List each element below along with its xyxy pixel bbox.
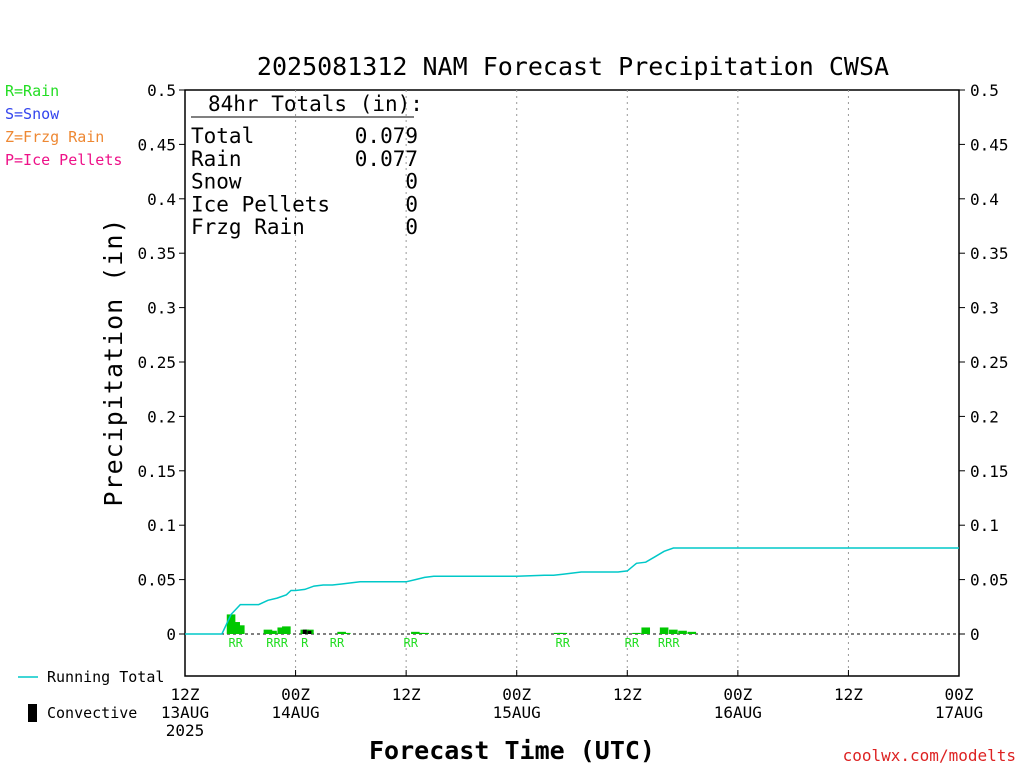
precip-bar xyxy=(659,627,669,634)
ptype-legend: R=Rain S=Snow Z=Frzg Rain P=Ice Pellets xyxy=(5,82,122,169)
y-tick-label: 0.25 xyxy=(137,353,176,372)
y-tick-label-right: 0.15 xyxy=(970,462,1009,481)
totals-value: 0 xyxy=(405,170,418,194)
precip-bar xyxy=(669,629,678,634)
totals-label: Total xyxy=(191,124,254,148)
y-tick-label: 0.5 xyxy=(147,81,176,100)
y-tick-label-right: 0 xyxy=(970,625,980,644)
y-axis-label: Precipitation (in) xyxy=(99,218,128,507)
precip-bar xyxy=(678,630,687,634)
totals-value: 0.079 xyxy=(355,124,418,148)
precip-bar xyxy=(337,631,346,634)
precip-bar xyxy=(235,625,245,634)
precip-bar xyxy=(687,631,697,634)
y-axis-left: 0 0.05 0.1 0.15 0.2 0.25 0.3 0.35 0.4 0.45 0.5 xyxy=(137,81,185,644)
convective-bar xyxy=(307,630,312,634)
precip-bar xyxy=(632,632,641,634)
precip-bars xyxy=(226,614,697,634)
ptype-legend-item: R=Rain xyxy=(5,82,59,100)
y-tick-label-right: 0.25 xyxy=(970,353,1009,372)
ptype-label: RR xyxy=(556,636,571,650)
y-tick-label-right: 0.4 xyxy=(970,190,999,209)
precip-bar xyxy=(263,629,273,634)
y-tick-label-right: 0.3 xyxy=(970,299,999,318)
totals-value: 0 xyxy=(405,192,418,216)
precip-bar xyxy=(268,630,277,634)
y-tick-label-right: 0.35 xyxy=(970,244,1009,263)
convective-legend-label: Convective xyxy=(47,704,137,722)
precip-bar xyxy=(415,632,425,634)
credit-link[interactable]: coolwx.com/modelts xyxy=(843,746,1016,765)
totals-value: 0 xyxy=(405,215,418,239)
precip-bar xyxy=(641,627,651,634)
ptype-label: RR xyxy=(404,636,419,650)
running-total-legend-label: Running Total xyxy=(47,668,164,686)
y-tick-label-right: 0.45 xyxy=(970,135,1009,154)
totals-value: 0.077 xyxy=(355,147,418,171)
totals-heading: 84hr Totals (in): xyxy=(208,92,423,116)
x-tick-label: 12Z xyxy=(392,685,421,704)
precip-bar xyxy=(282,626,291,634)
y-tick-label: 0.3 xyxy=(147,299,176,318)
ptype-legend-item: Z=Frzg Rain xyxy=(5,128,104,146)
x-axis-label: Forecast Time (UTC) xyxy=(369,736,655,765)
y-tick-label: 0.1 xyxy=(147,516,176,535)
y-tick-label: 0.4 xyxy=(147,190,176,209)
ptype-label: RR xyxy=(228,636,243,650)
ptype-label: R xyxy=(301,636,309,650)
running-total-line xyxy=(185,547,959,635)
precip-bar xyxy=(277,627,287,634)
totals-label: Frzg Rain xyxy=(191,215,305,239)
x-tick-label: 00Z 16AUG xyxy=(714,685,762,722)
precip-bar xyxy=(553,632,563,634)
ptype-legend-item: S=Snow xyxy=(5,105,60,123)
ptype-legend-item: P=Ice Pellets xyxy=(5,151,122,169)
totals-label: Ice Pellets xyxy=(191,192,330,216)
series-legend: Running Total Convective xyxy=(18,668,164,722)
y-tick-label: 0 xyxy=(166,625,176,644)
convective-swatch xyxy=(28,704,37,722)
chart-title: 2025081312 NAM Forecast Precipitation CW… xyxy=(257,52,889,81)
y-tick-label-right: 0.2 xyxy=(970,407,999,426)
convective-bar xyxy=(302,629,307,634)
vertical-gridlines xyxy=(295,90,849,676)
y-axis-right: 0 0.05 0.1 0.15 0.2 0.25 0.3 0.35 0.4 0.45 0.5 xyxy=(959,81,1009,644)
ptype-label: RRR xyxy=(266,636,288,650)
x-tick-label: 12Z xyxy=(834,685,863,704)
precip-bar xyxy=(226,614,236,634)
y-tick-label: 0.45 xyxy=(137,135,176,154)
precip-bar xyxy=(411,631,420,634)
y-tick-label-right: 0.1 xyxy=(970,516,999,535)
x-tick-label: 00Z 15AUG xyxy=(493,685,541,722)
totals-label: Rain xyxy=(191,147,242,171)
plot-frame xyxy=(184,89,960,677)
ptype-label: RR xyxy=(625,636,640,650)
precip-bar xyxy=(231,622,240,634)
y-tick-label: 0.15 xyxy=(137,462,176,481)
ptype-label: RR xyxy=(330,636,345,650)
x-tick-label: 00Z 14AUG xyxy=(271,685,319,722)
totals-box: 84hr Totals (in): Total 0.079 Rain 0.077 Sno… xyxy=(191,92,423,239)
ptype-label: RRR xyxy=(658,636,680,650)
convective-bars xyxy=(302,629,312,634)
y-tick-label: 0.35 xyxy=(137,244,176,263)
x-tick-label: 12Z 13AUG 2025 xyxy=(161,685,209,740)
y-tick-label: 0.05 xyxy=(137,571,176,590)
x-tick-label: 00Z 17AUG xyxy=(935,685,983,722)
totals-label: Snow xyxy=(191,170,242,194)
x-tick-label: 12Z xyxy=(613,685,642,704)
totals-rows: Total 0.079 Rain 0.077 Snow 0 Ice Pellets 0 Frzg… xyxy=(191,124,418,239)
precip-bar xyxy=(558,632,568,634)
y-tick-label-right: 0.5 xyxy=(970,81,999,100)
ptype-labels: RR RRR R RR RR RR RR RRR xyxy=(228,636,680,650)
y-tick-label: 0.2 xyxy=(147,407,176,426)
x-axis: 12Z 13AUG 2025 00Z 14AUG 12Z 00Z 15AUG 12Z 00Z 16A… xyxy=(161,670,983,740)
y-tick-label-right: 0.05 xyxy=(970,571,1009,590)
precip-bar xyxy=(341,632,351,634)
precip-bar xyxy=(420,632,429,634)
